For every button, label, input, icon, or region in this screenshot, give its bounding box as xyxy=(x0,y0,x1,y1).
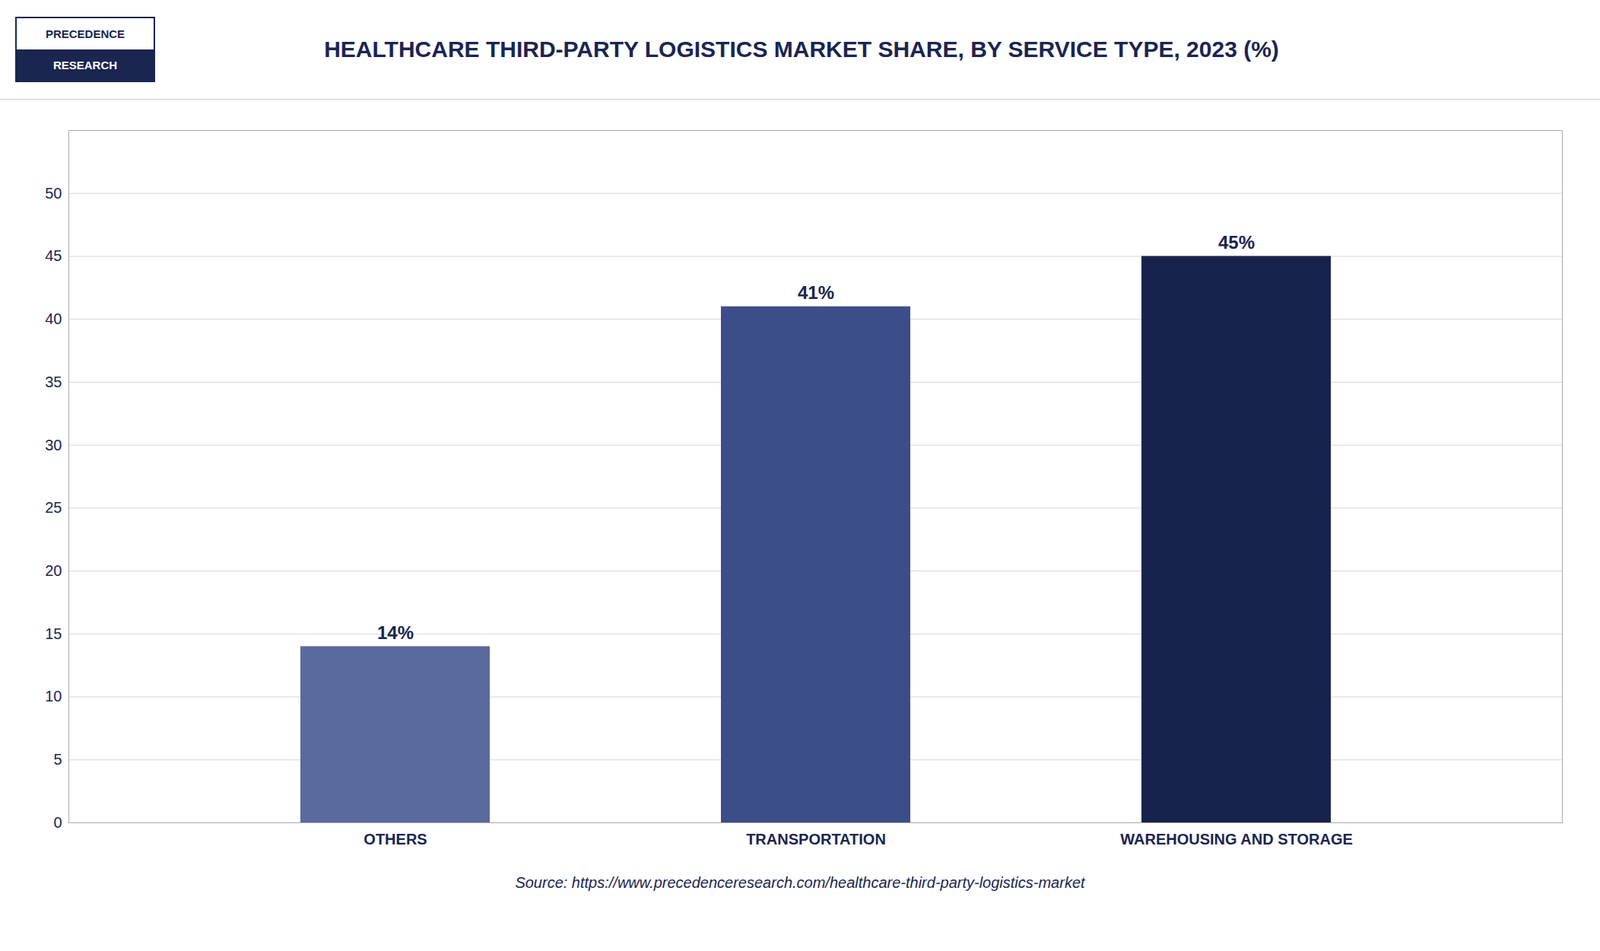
html-text:PRECEDENCE: PRECEDENCE xyxy=(45,27,125,41)
svg-text:15: 15 xyxy=(44,625,62,642)
svg-text:35: 35 xyxy=(44,373,62,391)
svg-text:45: 45 xyxy=(44,247,62,264)
svg-text:WAREHOUSING AND STORAGE: WAREHOUSING AND STORAGE xyxy=(1120,830,1353,848)
svg-text:30: 30 xyxy=(44,436,62,454)
svg-text:OTHERS: OTHERS xyxy=(363,830,427,848)
svg-text:25: 25 xyxy=(44,498,62,516)
svg-text:50: 50 xyxy=(44,184,62,202)
svg-text:0: 0 xyxy=(53,813,62,831)
html-text:RESEARCH: RESEARCH xyxy=(53,58,118,72)
svg-text:14%: 14% xyxy=(377,622,414,643)
svg-text:41%: 41% xyxy=(797,282,835,303)
svg-text:40: 40 xyxy=(44,310,62,327)
svg-text:10: 10 xyxy=(44,687,62,705)
svg-text:TRANSPORTATION: TRANSPORTATION xyxy=(746,830,886,848)
svg-text:20: 20 xyxy=(44,561,62,579)
svg-text:45%: 45% xyxy=(1218,231,1255,253)
svg-text:5: 5 xyxy=(53,750,62,768)
html-text:HEALTHCARE THIRD-PARTY LOGISTI: HEALTHCARE THIRD-PARTY LOGISTICS MARKET … xyxy=(324,36,1280,62)
html-text:Source: https://www.precedence: Source: https://www.precedenceresearch.c… xyxy=(515,873,1085,891)
